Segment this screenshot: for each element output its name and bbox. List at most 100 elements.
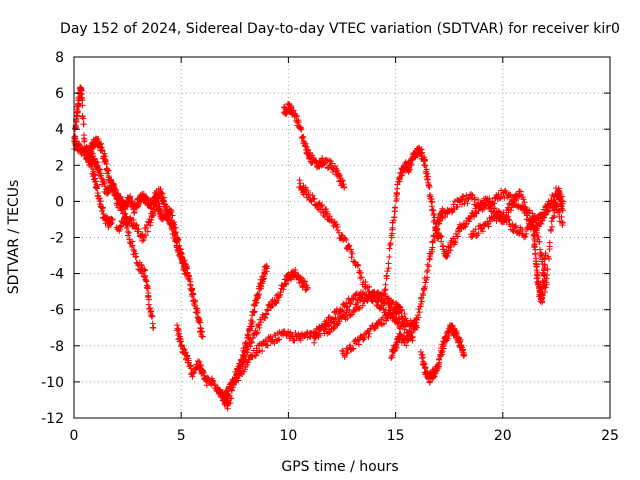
data-point <box>366 292 373 299</box>
data-point <box>446 332 453 339</box>
data-point <box>346 242 353 249</box>
data-point <box>384 296 391 303</box>
data-point <box>494 196 501 203</box>
data-point <box>358 274 365 281</box>
data-point <box>185 273 192 280</box>
data-point <box>163 203 170 210</box>
data-point <box>543 209 550 216</box>
data-point <box>298 126 305 133</box>
data-point <box>159 190 166 197</box>
x-tick-label: 20 <box>494 428 512 444</box>
data-point <box>354 261 361 268</box>
data-point <box>425 263 432 270</box>
data-point <box>443 254 450 261</box>
data-point <box>238 369 245 376</box>
x-tick-label: 10 <box>279 428 297 444</box>
series-arc9 <box>296 177 406 315</box>
data-point <box>336 318 343 325</box>
data-point <box>304 187 311 194</box>
data-point <box>427 253 434 260</box>
data-point <box>389 298 396 305</box>
data-point <box>548 218 555 225</box>
data-point <box>297 180 304 187</box>
data-point <box>92 175 99 182</box>
data-point <box>113 187 120 194</box>
data-point <box>138 261 145 268</box>
data-point <box>244 331 251 338</box>
data-point <box>357 269 364 276</box>
data-point <box>351 258 358 265</box>
data-point <box>325 329 332 336</box>
data-point <box>89 160 96 167</box>
data-point <box>147 312 154 319</box>
data-point <box>422 283 429 290</box>
data-point <box>304 329 311 336</box>
data-point <box>197 319 204 326</box>
data-point <box>423 276 430 283</box>
data-point <box>131 209 138 216</box>
data-point <box>520 196 527 203</box>
data-point <box>274 297 281 304</box>
data-point <box>277 289 284 296</box>
data-point <box>362 278 369 285</box>
data-point <box>544 208 551 215</box>
data-point <box>467 216 474 223</box>
series-arc3 <box>83 135 206 340</box>
data-point <box>416 309 423 316</box>
data-point <box>559 207 566 214</box>
data-point <box>340 181 347 188</box>
data-point <box>343 304 350 311</box>
data-point <box>472 226 479 233</box>
series-arc14 <box>417 322 468 386</box>
data-point <box>427 378 434 385</box>
data-point <box>177 250 184 257</box>
data-point <box>515 193 522 200</box>
data-point <box>312 201 319 208</box>
data-point <box>319 155 326 162</box>
data-point <box>347 342 354 349</box>
data-point <box>176 242 183 249</box>
data-point <box>249 319 256 326</box>
data-point <box>139 231 146 238</box>
data-point <box>169 212 176 219</box>
data-points <box>71 84 566 412</box>
data-point <box>324 322 331 329</box>
data-point <box>355 297 362 304</box>
data-point <box>99 204 106 211</box>
data-point <box>355 261 362 268</box>
data-point <box>456 228 463 235</box>
data-point <box>522 206 529 213</box>
data-point <box>464 200 471 207</box>
y-tick-label: 8 <box>55 50 64 66</box>
data-point <box>250 335 257 342</box>
data-point <box>552 199 559 206</box>
data-point <box>408 161 415 168</box>
x-tick-label: 0 <box>70 428 79 444</box>
data-point <box>293 113 300 120</box>
data-point <box>227 383 234 390</box>
data-point <box>276 293 283 300</box>
data-point <box>336 172 343 179</box>
data-point <box>332 314 339 321</box>
data-point <box>147 219 154 226</box>
data-point <box>468 191 475 198</box>
data-point <box>262 315 269 322</box>
data-point <box>236 360 243 367</box>
series-arc5 <box>174 262 270 412</box>
data-point <box>320 209 327 216</box>
data-point <box>125 230 132 237</box>
data-point <box>382 281 389 288</box>
data-point <box>197 325 204 332</box>
data-point <box>142 225 149 232</box>
data-point <box>337 308 344 315</box>
data-point <box>94 185 101 192</box>
data-point <box>531 232 538 239</box>
data-point <box>251 308 258 315</box>
data-point <box>71 134 78 141</box>
data-point <box>171 221 178 228</box>
data-point <box>182 349 189 356</box>
data-point <box>309 152 316 159</box>
data-point <box>80 121 87 128</box>
chart-title: Day 152 of 2024, Sidereal Day-to-day VTE… <box>60 21 620 37</box>
data-point <box>257 319 264 326</box>
